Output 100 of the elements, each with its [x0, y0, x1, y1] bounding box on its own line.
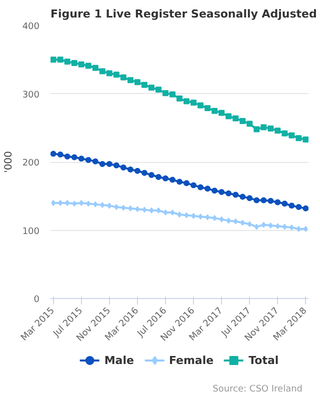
point — [176, 96, 182, 102]
point — [50, 150, 56, 157]
point — [134, 79, 140, 86]
point — [247, 221, 252, 228]
point — [107, 202, 112, 209]
point — [64, 154, 70, 160]
point — [169, 91, 176, 98]
point — [148, 172, 154, 178]
point — [120, 164, 126, 170]
point — [177, 212, 182, 218]
point — [134, 168, 140, 174]
point — [114, 204, 119, 210]
point — [240, 194, 246, 200]
point — [302, 205, 308, 212]
point — [204, 105, 211, 112]
point — [212, 188, 218, 194]
chart-title: Figure 1 Live Register Seasonally Adjusted — [50, 8, 317, 20]
point — [218, 110, 225, 116]
point — [226, 113, 232, 120]
point — [274, 128, 281, 134]
point — [78, 61, 84, 68]
point — [155, 86, 162, 93]
point — [71, 154, 78, 160]
point — [86, 200, 91, 207]
point — [282, 200, 288, 207]
point — [142, 206, 147, 213]
point — [113, 72, 120, 78]
point — [218, 189, 225, 196]
point — [282, 130, 288, 136]
point — [135, 206, 140, 212]
legend-label: Total — [248, 354, 279, 366]
y-tick-label: 400 — [22, 22, 40, 32]
point — [260, 124, 267, 130]
point — [184, 180, 190, 186]
y-tick-label: 200 — [22, 158, 40, 168]
point — [184, 212, 189, 218]
point — [79, 200, 84, 206]
point — [274, 199, 281, 206]
point — [261, 222, 266, 228]
point — [184, 98, 190, 104]
point — [120, 74, 126, 80]
point — [268, 126, 274, 132]
point — [162, 90, 168, 96]
y-tick-label: 100 — [22, 226, 40, 237]
point — [92, 158, 98, 164]
point — [155, 174, 162, 180]
point — [302, 136, 308, 142]
point — [113, 162, 120, 168]
point — [246, 120, 253, 127]
point — [198, 184, 204, 190]
point — [121, 204, 126, 211]
source-note: Source: CSO Ireland — [212, 384, 302, 394]
point — [212, 108, 218, 114]
point — [156, 207, 161, 214]
point — [190, 100, 197, 106]
point — [99, 68, 106, 74]
point — [190, 182, 197, 188]
point — [254, 126, 260, 132]
point — [99, 161, 106, 168]
point — [78, 156, 84, 162]
y-tick-label: 300 — [22, 90, 40, 100]
point — [296, 204, 302, 210]
point — [204, 186, 211, 192]
point — [232, 115, 239, 122]
point — [288, 202, 295, 209]
point — [254, 224, 259, 230]
point — [85, 62, 92, 69]
point — [240, 118, 246, 124]
legend-label: Female — [168, 354, 214, 366]
point — [57, 56, 64, 63]
point — [71, 60, 78, 66]
point — [176, 178, 182, 185]
legend-label: Male — [104, 354, 134, 366]
point — [106, 70, 112, 76]
point — [50, 56, 56, 63]
point — [198, 102, 204, 108]
point — [219, 216, 224, 222]
point — [148, 84, 154, 91]
point — [106, 161, 112, 168]
point — [233, 218, 238, 224]
point — [254, 197, 260, 204]
point — [92, 64, 98, 71]
point — [296, 135, 302, 142]
point — [288, 132, 295, 138]
point — [169, 176, 176, 183]
point — [162, 175, 168, 182]
point — [240, 220, 245, 226]
point — [268, 198, 274, 204]
point — [232, 192, 239, 198]
point — [226, 218, 231, 224]
y-axis-title: '000 — [3, 151, 14, 173]
point — [57, 151, 64, 158]
point — [198, 214, 203, 220]
point — [141, 82, 148, 88]
point — [268, 222, 273, 228]
point — [205, 214, 210, 220]
point — [100, 202, 105, 208]
point — [141, 170, 148, 176]
point — [260, 197, 267, 204]
point — [226, 190, 232, 196]
